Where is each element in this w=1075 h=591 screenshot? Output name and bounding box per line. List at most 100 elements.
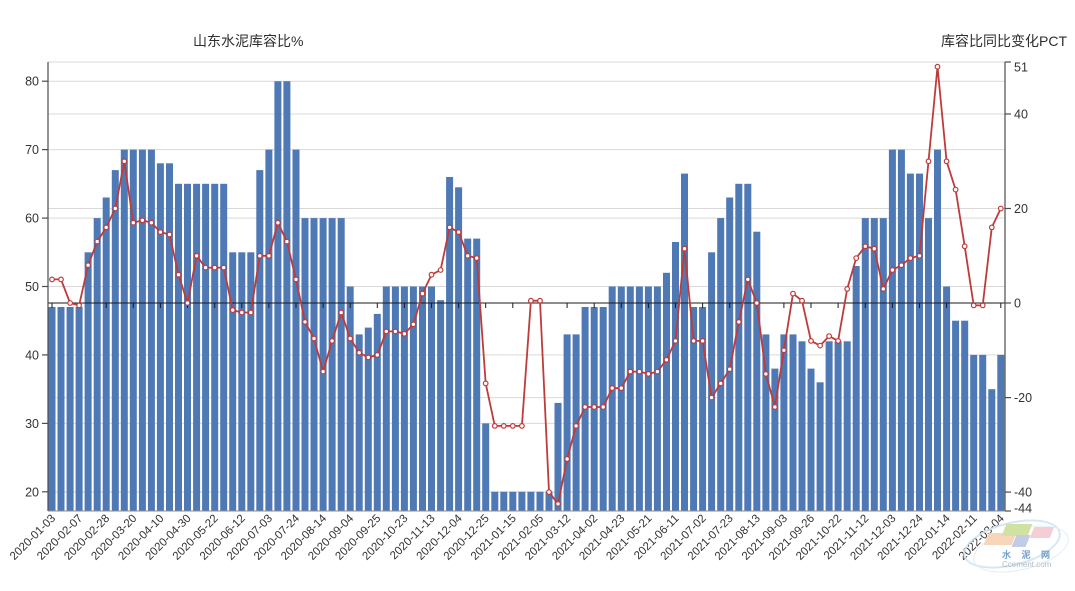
line-marker <box>491 423 498 429</box>
line-marker <box>907 255 914 262</box>
bar <box>111 170 119 511</box>
line-marker <box>627 368 634 375</box>
watermark-name: 水 泥 网 <box>1002 550 1055 560</box>
bar <box>789 334 797 511</box>
line-marker <box>744 276 751 283</box>
bar <box>283 81 291 511</box>
left-tick-label: 30 <box>25 417 39 431</box>
bar <box>437 300 445 511</box>
line-marker <box>997 205 1004 212</box>
line-marker <box>410 321 417 328</box>
right-tick-label: -20 <box>1014 391 1032 405</box>
line-marker <box>699 338 706 344</box>
line-marker <box>247 309 254 316</box>
bar <box>527 491 535 511</box>
bar <box>265 149 273 511</box>
right-axis-title: 库容比同比变化PCT <box>941 33 1067 49</box>
line-marker <box>293 276 299 283</box>
line-marker <box>988 224 995 231</box>
gridlines <box>48 61 1005 493</box>
line-marker <box>862 243 869 250</box>
line-marker <box>347 335 354 342</box>
line-marker <box>338 309 345 316</box>
line-marker <box>329 338 336 344</box>
bar <box>166 163 173 512</box>
line-marker <box>826 333 832 340</box>
bar <box>455 187 463 512</box>
bar <box>211 183 219 512</box>
line-marker <box>681 245 688 252</box>
bar <box>717 218 725 511</box>
line-marker <box>763 371 769 377</box>
left-axis-ticks: 80 70 60 50 40 30 20 <box>25 75 48 499</box>
line-marker <box>256 252 263 259</box>
bar <box>247 252 255 512</box>
line-marker <box>970 302 977 309</box>
bar <box>509 491 517 511</box>
bar <box>156 163 164 512</box>
bar <box>825 341 833 511</box>
line-marker <box>519 423 525 429</box>
left-axis-title: 山东水泥库容比% <box>193 33 304 49</box>
x-axis-labels: 2020-01-032020-02-072020-02-282020-03-20… <box>8 512 1007 563</box>
bar <box>988 389 996 511</box>
line-marker <box>67 300 73 306</box>
bar <box>608 286 616 511</box>
line-marker <box>130 219 137 226</box>
line-marker <box>781 347 787 354</box>
bar <box>147 149 155 511</box>
bar <box>916 173 923 511</box>
bar <box>220 183 228 512</box>
bar <box>554 402 562 511</box>
yoy-line <box>52 65 1002 505</box>
line-marker <box>582 404 588 410</box>
right-tick-label: -44 <box>1014 502 1032 516</box>
line-marker <box>446 224 453 231</box>
line-marker <box>139 217 146 224</box>
line-marker <box>103 224 110 231</box>
bar <box>84 252 92 512</box>
bar <box>93 218 101 511</box>
line-marker <box>509 423 516 429</box>
bar <box>409 286 417 511</box>
line-marker <box>663 356 670 363</box>
line-marker <box>392 328 399 335</box>
bar <box>238 252 246 512</box>
bar <box>644 286 652 511</box>
line-marker <box>266 252 272 259</box>
line-marker <box>49 276 55 283</box>
line-marker <box>618 385 625 392</box>
bar <box>129 149 137 511</box>
bar <box>310 218 318 511</box>
bar <box>952 320 960 511</box>
line-marker <box>735 319 742 325</box>
line-marker <box>726 366 733 373</box>
line-marker <box>690 338 697 344</box>
line-marker <box>275 219 281 226</box>
bar <box>726 197 734 511</box>
bar <box>572 334 580 511</box>
bar <box>202 183 210 512</box>
bar <box>852 266 860 511</box>
yoy-line-markers <box>49 63 1004 507</box>
line-marker <box>717 380 724 387</box>
bar <box>382 286 390 511</box>
line-marker <box>455 229 462 236</box>
bar <box>120 149 128 511</box>
line-marker <box>76 302 82 309</box>
bar <box>834 341 842 511</box>
bar <box>355 334 363 511</box>
line-marker <box>817 342 823 349</box>
bar <box>888 149 896 511</box>
left-tick-label: 60 <box>25 212 39 226</box>
bar <box>400 286 408 511</box>
line-marker <box>220 264 227 271</box>
bar <box>491 491 499 511</box>
left-tick-label: 70 <box>25 143 39 157</box>
line-marker <box>500 423 507 429</box>
bar <box>843 341 851 511</box>
left-tick-label: 20 <box>25 485 39 499</box>
bar <box>879 218 887 511</box>
line-marker <box>979 302 986 309</box>
bar <box>301 218 309 511</box>
